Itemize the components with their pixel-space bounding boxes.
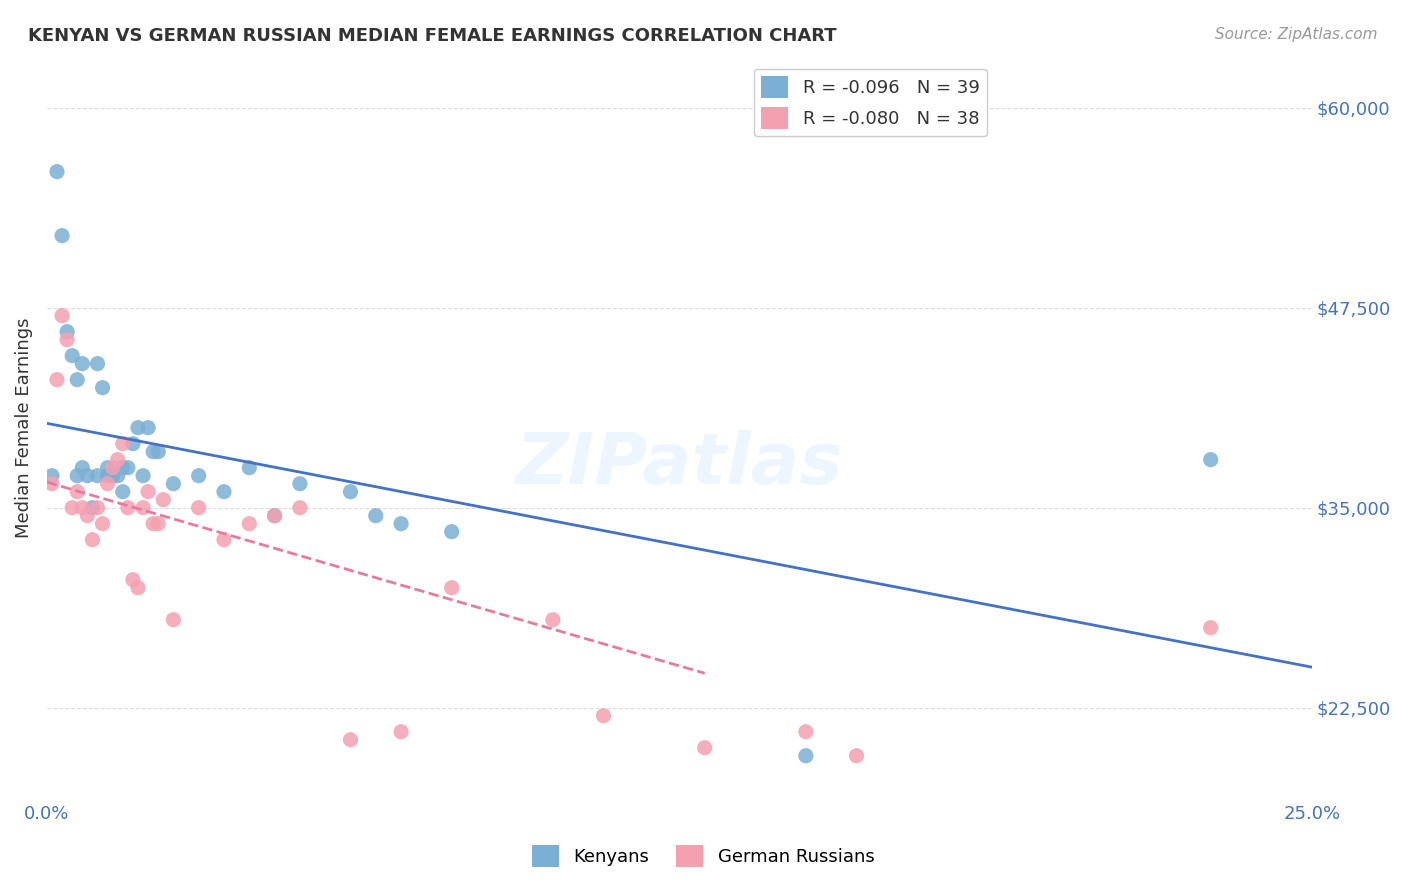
Point: [339, 732, 361, 747]
Point: [238, 516, 260, 531]
Point: [111, 436, 134, 450]
Point: [91, 381, 114, 395]
Point: [162, 613, 184, 627]
Point: [1199, 452, 1222, 467]
Point: [46, 373, 69, 387]
Point: [91, 516, 114, 531]
Point: [339, 484, 361, 499]
Legend: R = -0.096   N = 39, R = -0.080   N = 38: R = -0.096 N = 39, R = -0.080 N = 38: [754, 69, 987, 136]
Point: [142, 444, 165, 458]
Point: [56, 325, 79, 339]
Point: [794, 748, 817, 763]
Point: [60, 349, 83, 363]
Point: [72, 460, 94, 475]
Point: [132, 468, 155, 483]
Text: ZIPatlas: ZIPatlas: [516, 430, 844, 499]
Point: [82, 533, 104, 547]
Point: [364, 508, 387, 523]
Point: [263, 508, 285, 523]
Point: [132, 500, 155, 515]
Point: [101, 460, 124, 475]
Text: KENYAN VS GERMAN RUSSIAN MEDIAN FEMALE EARNINGS CORRELATION CHART: KENYAN VS GERMAN RUSSIAN MEDIAN FEMALE E…: [28, 27, 837, 45]
Point: [122, 573, 145, 587]
Point: [46, 164, 69, 178]
Point: [66, 373, 89, 387]
Point: [541, 613, 564, 627]
Point: [51, 309, 73, 323]
Legend: Kenyans, German Russians: Kenyans, German Russians: [524, 838, 882, 874]
Point: [148, 444, 170, 458]
Point: [152, 492, 174, 507]
Point: [389, 724, 412, 739]
Point: [76, 508, 98, 523]
Point: [97, 476, 120, 491]
Point: [187, 468, 209, 483]
Point: [1199, 621, 1222, 635]
Point: [117, 460, 139, 475]
Point: [72, 357, 94, 371]
Point: [111, 484, 134, 499]
Point: [162, 476, 184, 491]
Point: [127, 581, 149, 595]
Point: [845, 748, 868, 763]
Point: [86, 500, 108, 515]
Point: [117, 500, 139, 515]
Point: [122, 436, 145, 450]
Point: [794, 724, 817, 739]
Point: [72, 500, 94, 515]
Point: [212, 533, 235, 547]
Point: [136, 420, 159, 434]
Point: [440, 581, 463, 595]
Point: [56, 333, 79, 347]
Point: [107, 452, 129, 467]
Text: Source: ZipAtlas.com: Source: ZipAtlas.com: [1215, 27, 1378, 42]
Point: [60, 500, 83, 515]
Point: [389, 516, 412, 531]
Point: [66, 484, 89, 499]
Point: [592, 708, 614, 723]
Point: [107, 468, 129, 483]
Point: [86, 357, 108, 371]
Point: [51, 228, 73, 243]
Point: [440, 524, 463, 539]
Point: [41, 468, 63, 483]
Point: [187, 500, 209, 515]
Point: [288, 476, 311, 491]
Point: [86, 468, 108, 483]
Point: [76, 468, 98, 483]
Point: [288, 500, 311, 515]
Point: [66, 468, 89, 483]
Point: [97, 460, 120, 475]
Point: [127, 420, 149, 434]
Point: [101, 468, 124, 483]
Point: [693, 740, 716, 755]
Point: [212, 484, 235, 499]
Point: [263, 508, 285, 523]
Point: [136, 484, 159, 499]
Point: [148, 516, 170, 531]
Point: [97, 468, 120, 483]
Point: [41, 476, 63, 491]
Point: [111, 460, 134, 475]
Point: [238, 460, 260, 475]
Point: [142, 516, 165, 531]
Y-axis label: Median Female Earnings: Median Female Earnings: [15, 318, 32, 538]
Point: [82, 500, 104, 515]
